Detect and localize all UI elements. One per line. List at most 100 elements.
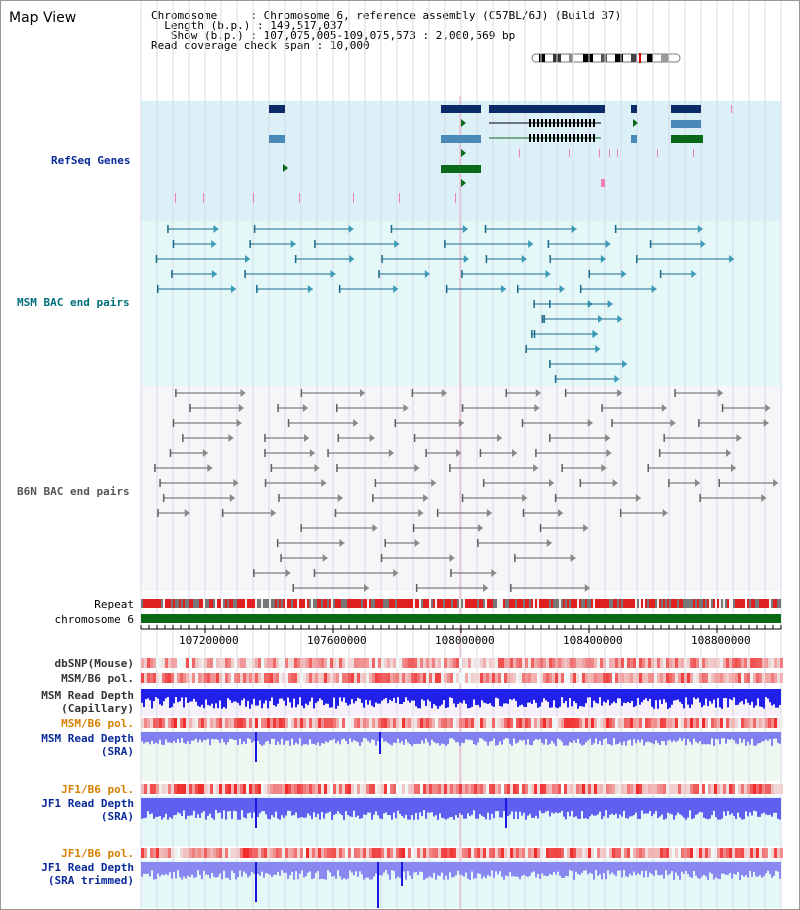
heat-cell: [690, 658, 693, 668]
depth-bar: [463, 732, 465, 744]
heat-cell: [534, 848, 537, 858]
msm-bac-label: MSM BAC end pairs: [17, 296, 130, 309]
repeat-mark: [429, 599, 431, 608]
heat-cell: [195, 718, 198, 728]
bac-end-arrow: [635, 494, 641, 502]
heat-cell: [258, 718, 261, 728]
depth-bar: [583, 862, 585, 871]
heat-cell: [333, 658, 336, 668]
depth-bar: [539, 689, 541, 707]
repeat-mark: [231, 599, 233, 608]
heat-cell: [150, 848, 153, 858]
repeat-mark: [641, 599, 643, 608]
depth-bar: [535, 862, 537, 878]
depth-bar: [367, 862, 369, 878]
depth-bar: [365, 862, 367, 878]
heat-cell: [249, 784, 252, 794]
depth-bar: [163, 862, 165, 876]
heat-cell: [339, 848, 342, 858]
heat-cell: [216, 784, 219, 794]
repeat-mark: [471, 599, 473, 608]
bac-end-arrow: [606, 449, 612, 457]
heat-cell: [570, 718, 573, 728]
repeat-mark: [311, 599, 313, 608]
gene-exon: [529, 119, 531, 127]
repeat-mark: [421, 599, 423, 608]
depth-bar: [331, 732, 333, 741]
heat-cell: [324, 673, 327, 683]
heat-cell: [723, 784, 726, 794]
repeat-mark: [207, 599, 209, 608]
depth-bar: [501, 689, 503, 707]
depth-bar: [171, 798, 173, 819]
depth-bar: [245, 689, 247, 707]
depth-bar: [755, 862, 757, 877]
repeat-mark: [681, 599, 683, 608]
depth-bar: [287, 862, 289, 879]
bac-end-marker: [313, 569, 316, 577]
repeat-mark: [603, 599, 605, 608]
heat-cell: [660, 718, 663, 728]
gene-arrow: [283, 164, 288, 172]
heat-cell: [396, 848, 399, 858]
depth-bar: [513, 862, 515, 877]
heat-cell: [627, 784, 630, 794]
depth-bar: [213, 732, 215, 740]
depth-bar: [299, 689, 301, 698]
depth-bar: [577, 732, 579, 739]
heat-cell: [474, 658, 477, 668]
depth-bar: [275, 862, 277, 875]
heat-cell: [384, 658, 387, 668]
heat-cell: [555, 658, 558, 668]
gene-block: [269, 135, 285, 143]
depth-bar: [261, 732, 263, 746]
depth-bar: [591, 862, 593, 874]
depth-bar: [201, 732, 203, 743]
repeat-mark: [525, 599, 527, 608]
heat-cell: [312, 718, 315, 728]
repeat-mark: [343, 599, 345, 608]
depth-bar: [567, 862, 569, 877]
heat-cell: [384, 718, 387, 728]
heat-cell: [540, 658, 543, 668]
heat-cell: [753, 718, 756, 728]
depth-bar: [235, 798, 237, 812]
heat-cell: [336, 718, 339, 728]
heat-cell: [282, 658, 285, 668]
depth-bar: [721, 732, 723, 739]
depth-bar: [499, 689, 501, 707]
heat-cell: [486, 658, 489, 668]
depth-bar: [331, 798, 333, 820]
repeat-mark: [197, 599, 199, 608]
bac-end-marker: [516, 285, 519, 293]
heat-cell: [366, 673, 369, 683]
depth-bar: [227, 862, 229, 878]
depth-bar: [479, 798, 481, 815]
heat-cell: [363, 673, 366, 683]
heat-cell: [219, 848, 222, 858]
depth-bar: [489, 798, 491, 820]
depth-bar: [295, 689, 297, 708]
depth-bar: [305, 862, 307, 877]
gene-exon: [577, 119, 579, 127]
depth-bar: [205, 798, 207, 820]
depth-bar: [553, 798, 555, 814]
heat-cell: [657, 784, 660, 794]
bac-end-marker: [554, 494, 557, 502]
repeat-mark: [609, 599, 611, 608]
heat-cell: [171, 784, 174, 794]
depth-bar: [187, 798, 189, 816]
depth-bar: [729, 798, 731, 815]
depth-bar: [331, 862, 333, 877]
heat-cell: [660, 784, 663, 794]
repeat-mark: [333, 599, 335, 608]
depth-bar: [159, 862, 161, 877]
heat-cell: [375, 658, 378, 668]
heat-cell: [738, 784, 741, 794]
depth-bar: [351, 798, 353, 817]
msm-b6-pol-sra-label: MSM/B6 pol.: [61, 717, 134, 730]
depth-bar: [285, 689, 287, 706]
heat-cell: [759, 658, 762, 668]
repeat-mark: [745, 599, 747, 608]
